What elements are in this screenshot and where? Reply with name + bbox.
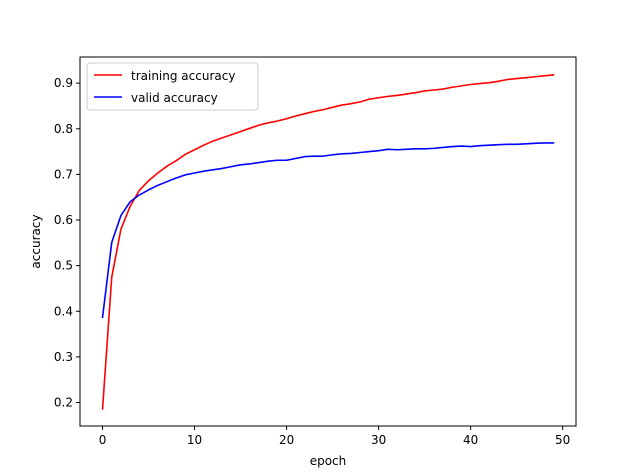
x-axis: 0 10 20 30 40 50 — [99, 426, 570, 447]
x-tick-label: 30 — [371, 433, 386, 447]
plot-frame — [79, 56, 577, 427]
y-tick-label: 0.8 — [54, 122, 73, 136]
y-tick-label: 0.2 — [54, 396, 73, 410]
y-tick-label: 0.9 — [54, 76, 73, 90]
y-tick-label: 0.5 — [54, 259, 73, 273]
x-tick-label: 20 — [279, 433, 294, 447]
legend-label-training: training accuracy — [131, 69, 235, 83]
x-tick-label: 10 — [187, 433, 202, 447]
series-line-valid-accuracy — [101, 142, 555, 319]
y-tick-label: 0.3 — [54, 350, 73, 364]
y-tick-label: 0.6 — [54, 213, 73, 227]
legend: training accuracy valid accuracy — [86, 62, 259, 111]
x-axis-label: epoch — [310, 454, 347, 468]
legend-box — [86, 62, 259, 111]
x-tick-label: 40 — [463, 433, 478, 447]
y-axis: 0.2 0.3 0.4 0.5 0.6 0.7 0.8 0.9 — [54, 76, 80, 410]
plot-background — [80, 57, 576, 426]
series-layer — [101, 74, 555, 410]
y-tick-label: 0.4 — [54, 304, 73, 318]
series-line-training-accuracy — [101, 74, 555, 410]
y-axis-label: accuracy — [29, 214, 43, 268]
legend-label-valid: valid accuracy — [131, 91, 218, 105]
x-tick-label: 0 — [99, 433, 107, 447]
y-tick-label: 0.7 — [54, 167, 73, 181]
x-tick-label: 50 — [555, 433, 570, 447]
